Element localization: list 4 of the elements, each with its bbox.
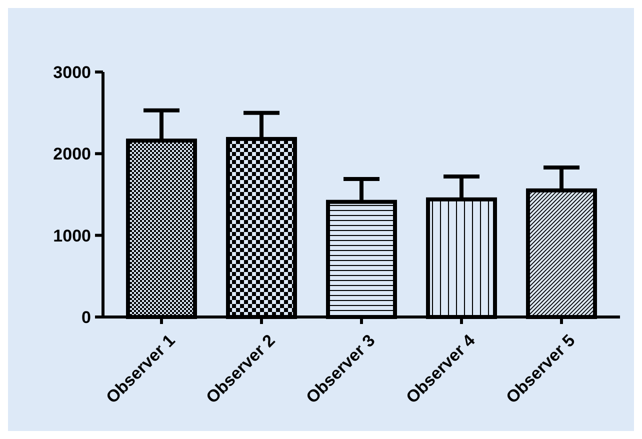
y-tick-label: 3000 [53,62,91,82]
y-tick-label: 0 [82,308,91,327]
y-tick-label: 2000 [53,144,91,164]
y-tick-label: 1000 [53,226,91,246]
